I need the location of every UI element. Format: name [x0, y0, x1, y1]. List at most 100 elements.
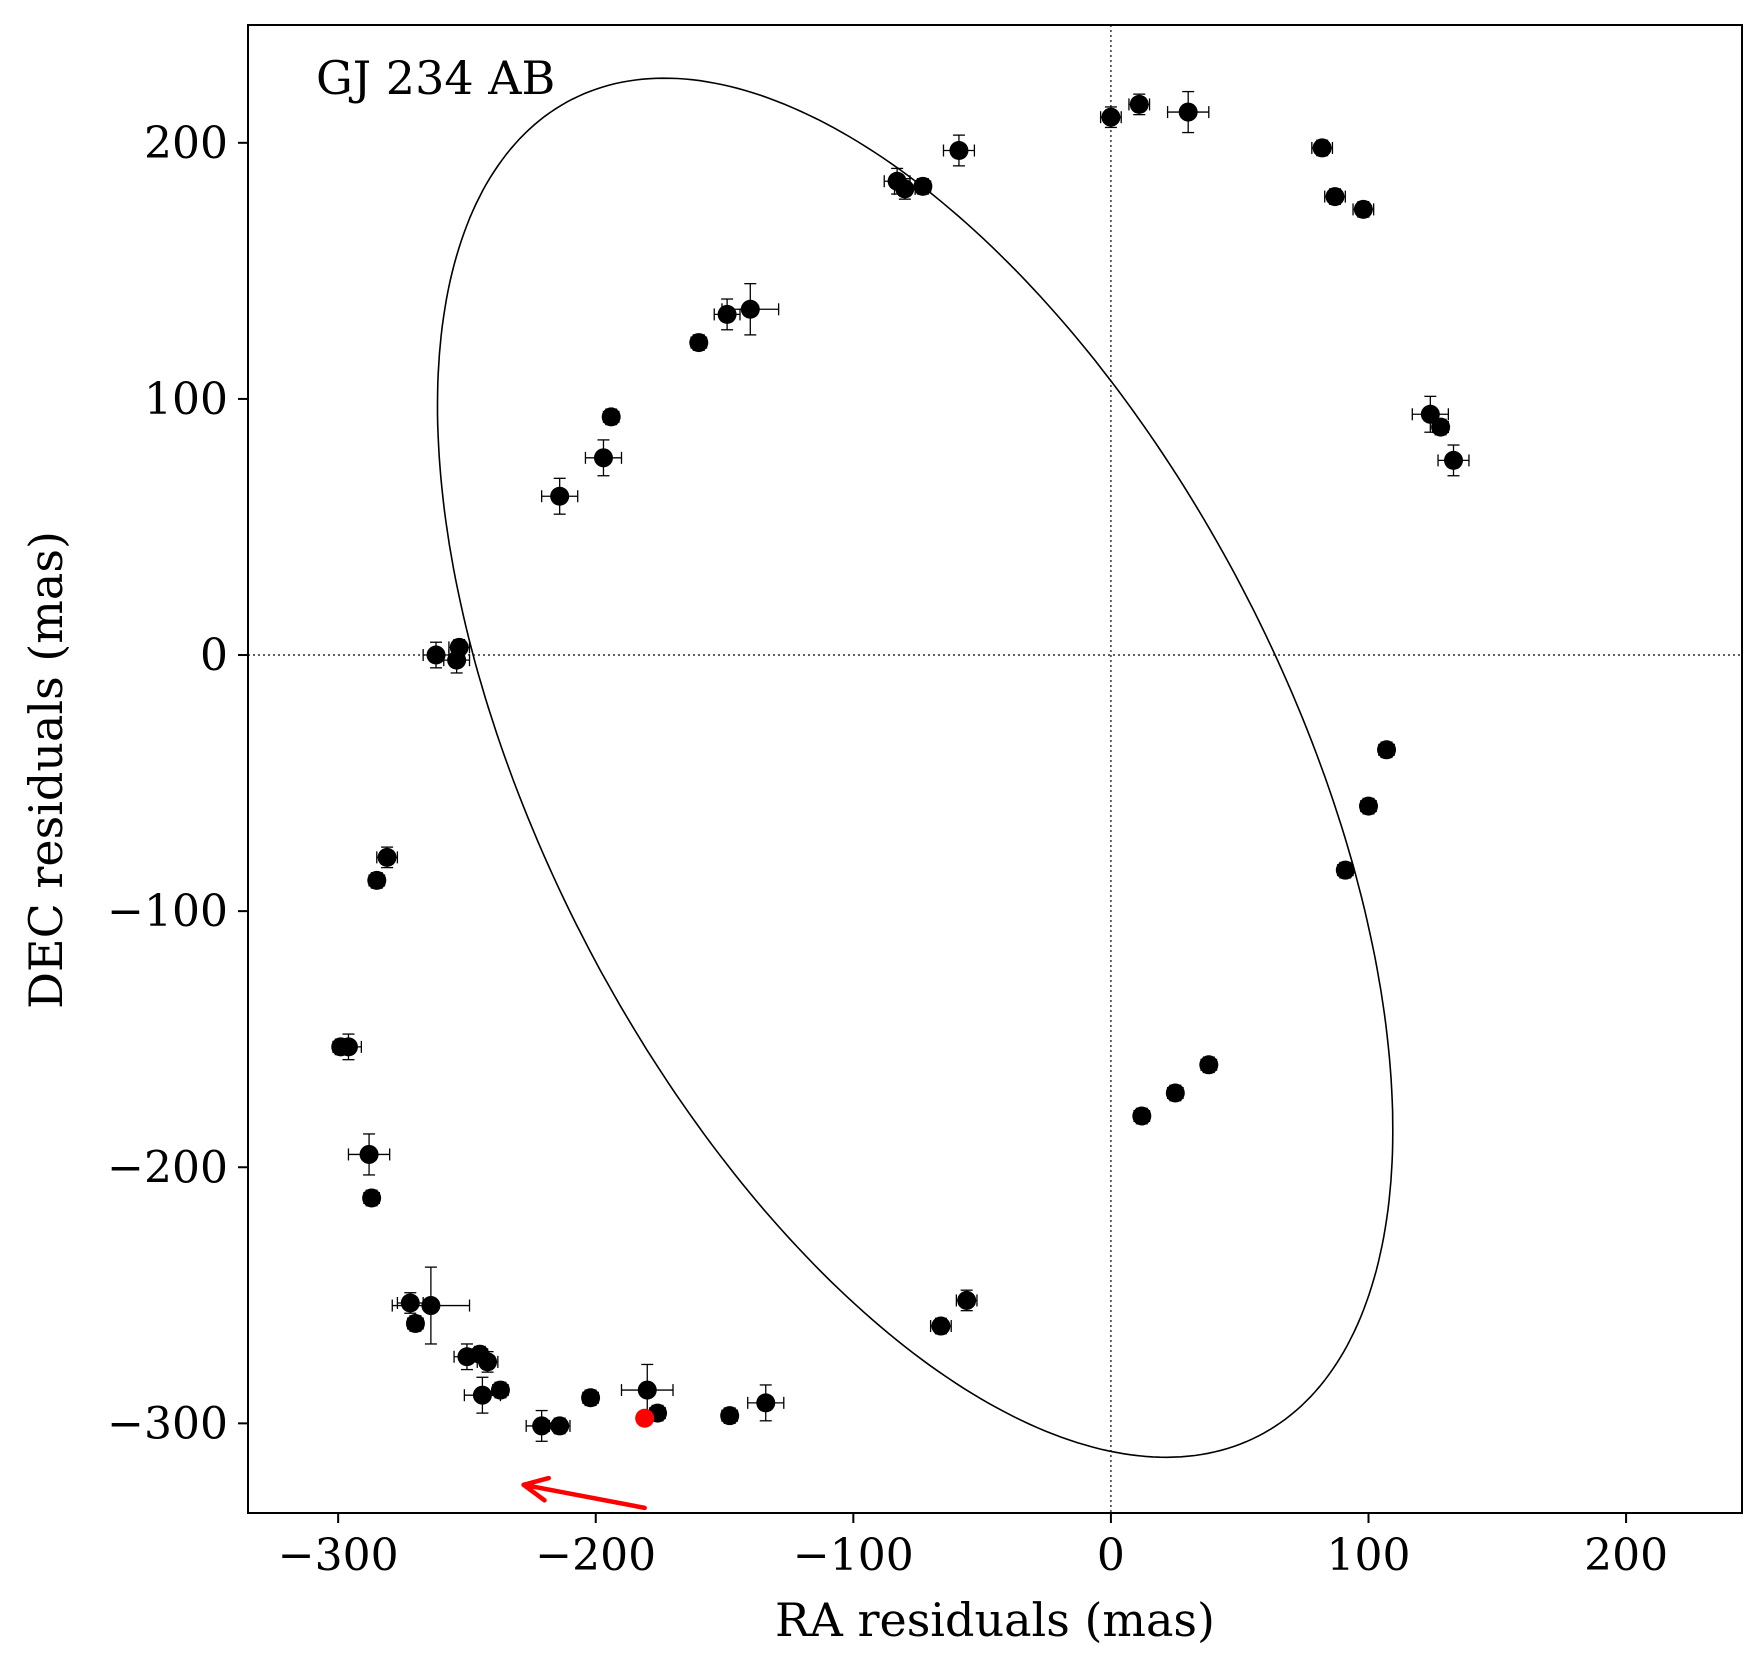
- y-axis-label: DEC residuals (mas): [19, 531, 73, 1009]
- data-point: [1437, 444, 1470, 477]
- y-tick-label: −300: [107, 1398, 228, 1449]
- data-point: [955, 1289, 978, 1312]
- data-point: [1166, 90, 1210, 134]
- data-point-marker: [637, 1380, 657, 1400]
- x-tick-label: −200: [535, 1530, 656, 1581]
- motion-arrow-shaft: [521, 1482, 647, 1511]
- y-tick-label: −100: [107, 886, 228, 937]
- highlight-point-marker: [635, 1408, 655, 1428]
- data-point: [1335, 860, 1355, 880]
- data-point: [525, 1409, 558, 1442]
- data-point-marker: [457, 1347, 477, 1367]
- data-point-marker: [426, 645, 446, 665]
- data-point: [747, 1384, 785, 1422]
- data-point-marker: [1353, 199, 1373, 219]
- data-point: [367, 870, 387, 890]
- data-point: [584, 439, 623, 477]
- data-point: [1377, 740, 1397, 760]
- data-point: [362, 1188, 382, 1208]
- data-point: [689, 333, 709, 353]
- data-point-marker: [532, 1416, 552, 1436]
- data-point-marker: [472, 1385, 492, 1405]
- x-tick-label: 100: [1327, 1530, 1411, 1581]
- data-point: [347, 1133, 391, 1176]
- data-point: [720, 1406, 740, 1426]
- data-point-marker: [1377, 740, 1397, 760]
- data-point-marker: [1178, 102, 1198, 122]
- x-tick-label: 200: [1584, 1530, 1668, 1581]
- x-tick-label: −100: [793, 1530, 914, 1581]
- data-point-marker: [720, 1406, 740, 1426]
- data-point-marker: [601, 407, 621, 427]
- data-point-marker: [1431, 417, 1451, 437]
- data-point: [1431, 417, 1451, 437]
- data-point: [929, 1316, 952, 1336]
- chart-annotation: GJ 234 AB: [316, 51, 555, 105]
- data-point-marker: [377, 847, 397, 867]
- data-point: [540, 477, 579, 515]
- data-point-marker: [957, 1290, 977, 1310]
- data-point-marker: [367, 870, 387, 890]
- data-point: [443, 646, 471, 674]
- data-point: [601, 407, 621, 427]
- data-point-marker: [581, 1388, 601, 1408]
- data-point-marker: [1101, 107, 1121, 127]
- data-point: [1352, 199, 1375, 219]
- data-point-marker: [1129, 94, 1149, 114]
- data-point: [1311, 138, 1334, 158]
- data-point-marker: [1199, 1055, 1219, 1075]
- data-point-marker: [689, 333, 709, 353]
- data-point-marker: [593, 448, 613, 468]
- data-point: [1324, 187, 1346, 207]
- data-point: [463, 1376, 502, 1414]
- data-point-marker: [447, 650, 467, 670]
- data-point-marker: [895, 179, 915, 199]
- y-tick-label: −200: [107, 1142, 228, 1193]
- plot-frame: [247, 24, 1743, 1514]
- data-point-marker: [1325, 187, 1345, 207]
- data-point: [942, 134, 976, 167]
- data-point: [581, 1388, 601, 1408]
- data-point: [376, 846, 399, 869]
- data-point-marker: [756, 1393, 776, 1413]
- data-point-marker: [421, 1296, 441, 1316]
- data-point-marker: [1165, 1083, 1185, 1103]
- data-point-marker: [550, 486, 570, 506]
- x-tick-label: 0: [1097, 1530, 1125, 1581]
- data-point: [396, 1292, 424, 1314]
- data-point-marker: [1359, 796, 1378, 816]
- data-point-marker: [362, 1188, 382, 1208]
- data-point-marker: [400, 1293, 420, 1313]
- data-point-marker: [931, 1316, 951, 1336]
- motion-arrow-head: [521, 1475, 551, 1503]
- data-point: [1199, 1055, 1219, 1075]
- data-point: [1132, 1106, 1152, 1126]
- tick-layer: −300 −200 −100 0 100 200 −300 −200 −100 0 100 200: [107, 118, 1668, 1581]
- data-point: [1099, 106, 1122, 129]
- data-point-marker: [1335, 860, 1355, 880]
- plot-layer: [248, 25, 1742, 1513]
- data-point-marker: [550, 1416, 570, 1436]
- data-point: [405, 1313, 425, 1333]
- data-point-marker: [405, 1313, 425, 1333]
- y-tick-label: 200: [144, 118, 228, 169]
- data-point: [453, 1343, 481, 1371]
- data-point: [334, 1033, 362, 1061]
- data-point-marker: [949, 140, 969, 160]
- data-point-marker: [338, 1037, 358, 1057]
- data-point-marker: [1444, 450, 1464, 470]
- data-point-marker: [717, 304, 737, 324]
- data-point: [1128, 93, 1151, 116]
- orbit-fit-curve: [436, 77, 1394, 1459]
- x-tick-label: −300: [278, 1530, 399, 1581]
- data-point-marker: [359, 1144, 379, 1164]
- y-tick-label: 0: [200, 630, 228, 681]
- data-point-marker: [1312, 138, 1332, 158]
- data-point: [1359, 796, 1378, 816]
- data-point: [913, 176, 933, 196]
- data-point-marker: [1132, 1106, 1152, 1126]
- x-axis-label: RA residuals (mas): [775, 1593, 1215, 1647]
- data-point-marker: [913, 176, 933, 196]
